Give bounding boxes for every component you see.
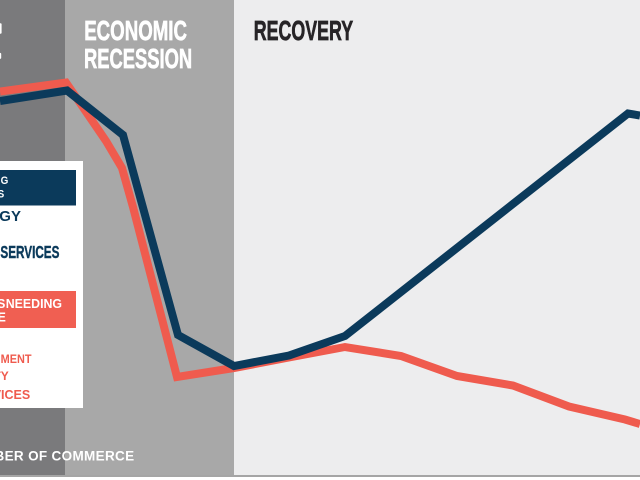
svg-text:E: E	[0, 310, 6, 324]
svg-text:NMENT: NMENT	[0, 353, 32, 366]
svg-text:SERVICES: SERVICES	[0, 244, 59, 263]
svg-text:ECONOMIC: ECONOMIC	[84, 15, 187, 45]
svg-text:RECESSION: RECESSION	[84, 43, 192, 74]
svg-text:RECOVERY: RECOVERY	[254, 15, 354, 46]
svg-text:VICES: VICES	[0, 388, 30, 402]
svg-text:GY: GY	[0, 208, 21, 225]
svg-text:S: S	[0, 189, 4, 201]
svg-text:NG: NG	[0, 175, 8, 187]
svg-text:BER OF COMMERCE: BER OF COMMERCE	[0, 448, 134, 463]
svg-text:S: S	[0, 297, 5, 311]
svg-text:TY: TY	[0, 369, 9, 383]
svg-text:NEEDING: NEEDING	[6, 297, 62, 311]
